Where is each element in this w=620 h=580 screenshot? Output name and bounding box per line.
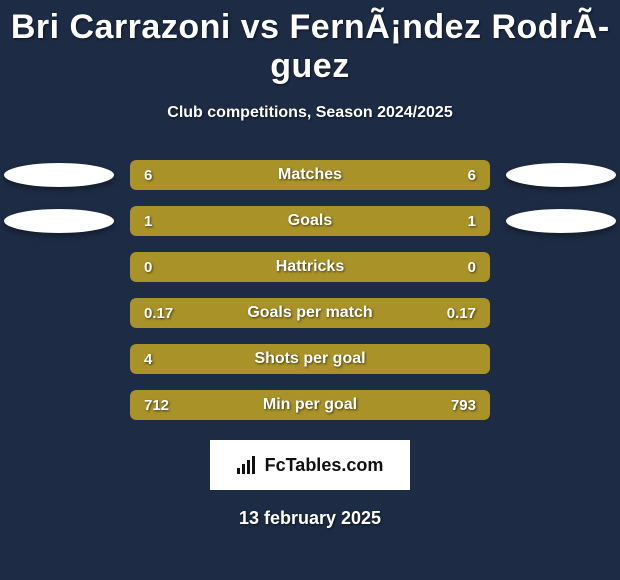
comparison-infographic: Bri Carrazoni vs FernÃ¡ndez RodrÃ­guez C… <box>0 0 620 580</box>
stat-value-left: 4 <box>144 344 152 374</box>
bar-left-fill <box>130 160 310 190</box>
stat-value-right: 6 <box>468 160 476 190</box>
stat-value-right: 0 <box>468 252 476 282</box>
branding-badge: FcTables.com <box>210 440 410 490</box>
stat-row: 712793Min per goal <box>0 390 620 420</box>
stat-value-right: 0.17 <box>447 298 476 328</box>
branding-icon <box>237 456 259 474</box>
bar-left-fill <box>130 206 310 236</box>
branding-text: FcTables.com <box>265 455 384 476</box>
stat-value-left: 0.17 <box>144 298 173 328</box>
stat-value-left: 1 <box>144 206 152 236</box>
player-right-oval <box>506 163 616 187</box>
page-title: Bri Carrazoni vs FernÃ¡ndez RodrÃ­guez <box>0 0 620 86</box>
stat-bar: 66Matches <box>130 160 490 190</box>
bar-left-fill <box>130 252 310 282</box>
stat-row: 00Hattricks <box>0 252 620 282</box>
bar-left-fill <box>130 344 490 374</box>
stat-bar: 0.170.17Goals per match <box>130 298 490 328</box>
bar-right-fill <box>310 252 490 282</box>
stat-row: 11Goals <box>0 206 620 236</box>
bar-right-fill <box>310 160 490 190</box>
stat-bar: 11Goals <box>130 206 490 236</box>
stat-row: 0.170.17Goals per match <box>0 298 620 328</box>
bar-right-fill <box>310 206 490 236</box>
stat-value-right: 793 <box>451 390 476 420</box>
stat-value-left: 712 <box>144 390 169 420</box>
stat-value-right: 1 <box>468 206 476 236</box>
stat-bar: 00Hattricks <box>130 252 490 282</box>
stat-rows: 66Matches11Goals00Hattricks0.170.17Goals… <box>0 160 620 420</box>
player-left-oval <box>4 163 114 187</box>
stat-row: 4Shots per goal <box>0 344 620 374</box>
stat-value-left: 6 <box>144 160 152 190</box>
stat-bar: 4Shots per goal <box>130 344 490 374</box>
player-left-oval <box>4 209 114 233</box>
stat-value-left: 0 <box>144 252 152 282</box>
subtitle: Club competitions, Season 2024/2025 <box>0 104 620 122</box>
stat-row: 66Matches <box>0 160 620 190</box>
date-text: 13 february 2025 <box>0 508 620 529</box>
stat-bar: 712793Min per goal <box>130 390 490 420</box>
player-right-oval <box>506 209 616 233</box>
